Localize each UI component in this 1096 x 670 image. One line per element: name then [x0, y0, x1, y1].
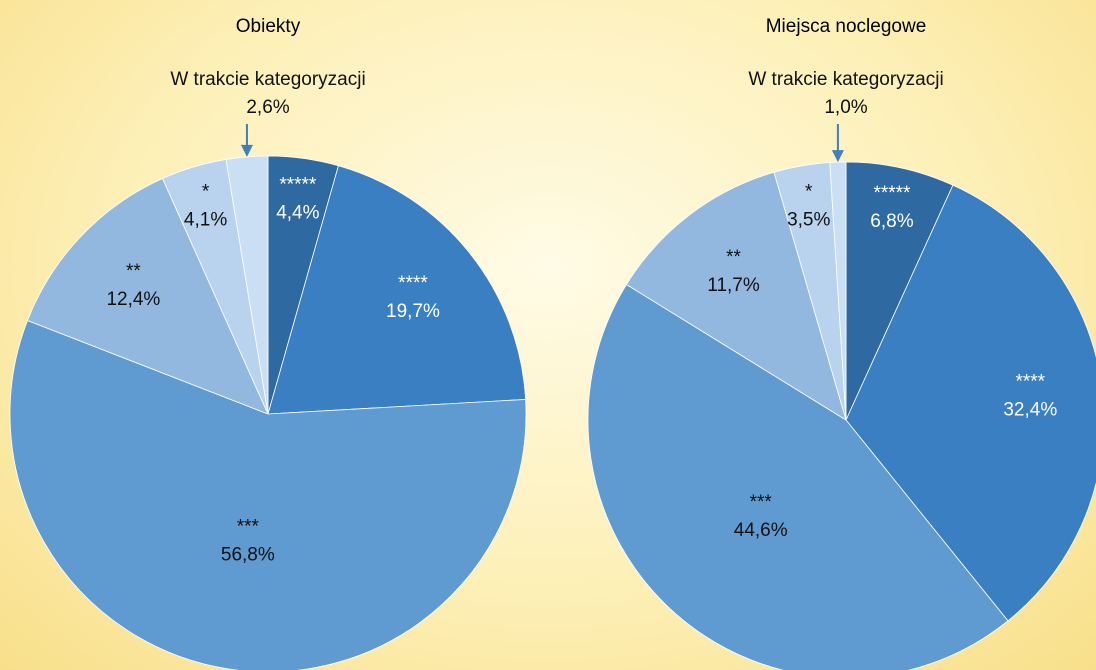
pie-slice [267, 165, 527, 415]
slice-category: **** [1016, 372, 1046, 393]
slice-category: ** [726, 247, 741, 268]
slice-value: 2,6% [246, 97, 289, 118]
slice-category: W trakcie kategoryzacji [748, 69, 943, 90]
slice-value: 6,8% [870, 211, 913, 232]
slice-value: 12,4% [106, 289, 160, 310]
slice-value: 4,4% [276, 202, 319, 223]
slice-category: ***** [279, 174, 317, 195]
pie-slice [845, 161, 954, 421]
slice-category: *** [750, 492, 773, 513]
slice-value: 11,7% [707, 275, 760, 296]
slice-category: * [805, 182, 813, 203]
slice-category: W trakcie kategoryzacji [170, 69, 365, 90]
pie-slice [625, 171, 847, 421]
slice-category: * [202, 181, 210, 202]
chart-title: Obiekty [236, 16, 301, 37]
pie-slice [27, 177, 269, 415]
slice-category: ***** [873, 183, 911, 204]
pie-slice [225, 155, 269, 415]
arrow-head [831, 150, 844, 163]
slice-value: 4,1% [184, 209, 227, 230]
slice-value: 19,7% [386, 301, 440, 322]
pie-slice [845, 184, 1096, 622]
slice-category: ** [126, 261, 141, 282]
slice-category: **** [398, 273, 428, 294]
pie-slice [9, 320, 527, 670]
slice-category: *** [237, 516, 260, 537]
slice-value: 1,0% [824, 97, 867, 118]
slice-value: 3,5% [787, 210, 830, 231]
chart-title: Miejsca noclegowe [766, 16, 927, 37]
slice-value: 32,4% [1003, 400, 1057, 421]
arrow-head [240, 144, 253, 157]
pie-slice [587, 283, 1009, 670]
slice-value: 56,8% [221, 544, 275, 565]
slice-value: 44,6% [734, 520, 788, 541]
